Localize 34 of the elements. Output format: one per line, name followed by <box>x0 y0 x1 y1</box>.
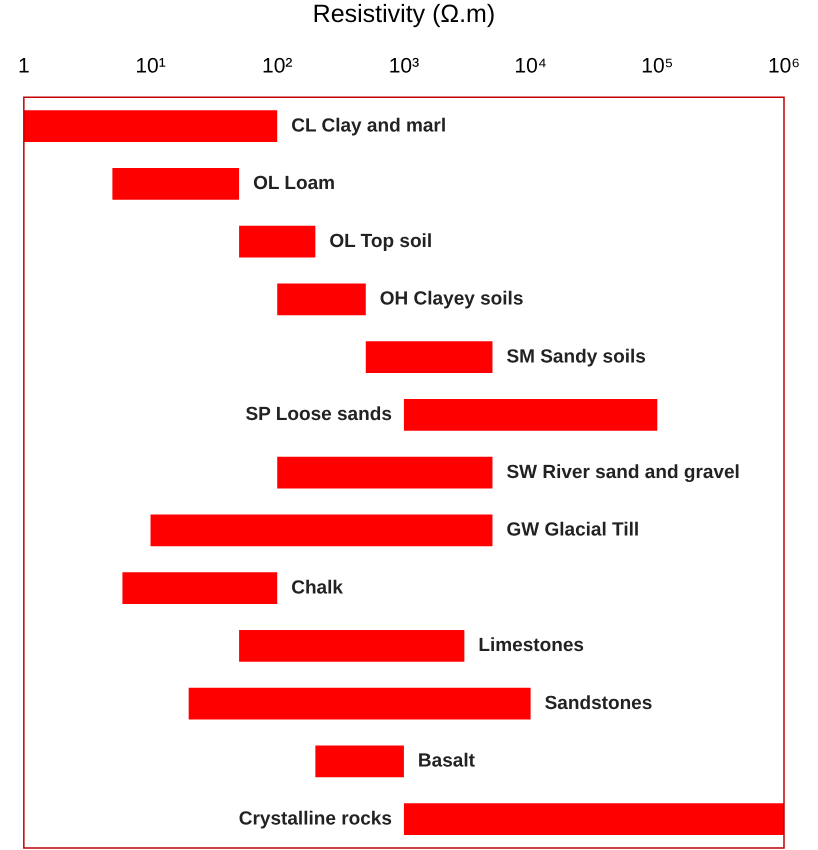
x-tick-label: 10⁶ <box>768 54 800 78</box>
x-tick-label: 10² <box>262 54 292 78</box>
y-tick-label: OL Top soil <box>329 230 432 252</box>
bar <box>24 110 278 142</box>
y-tick-label: Basalt <box>418 750 476 772</box>
y-tick-label: SP Loose sands <box>245 404 392 426</box>
bar <box>366 341 492 373</box>
bar <box>404 803 784 836</box>
y-tick-label: OL Loam <box>253 173 336 194</box>
bar <box>404 398 658 431</box>
y-tick-label: Limestones <box>478 635 584 656</box>
bar <box>277 456 492 488</box>
y-tick-label: OH Clayey soils <box>380 288 524 310</box>
x-tick-label: 1 <box>18 54 30 78</box>
bar <box>315 745 404 778</box>
x-tick-label: 10¹ <box>135 54 166 78</box>
bar <box>150 514 492 546</box>
bar <box>188 688 531 720</box>
bar <box>122 572 278 604</box>
bar <box>239 630 464 662</box>
x-tick-label: 10⁴ <box>514 54 547 78</box>
y-tick-label: Chalk <box>291 577 344 598</box>
bar <box>277 283 366 316</box>
y-tick-label: Crystalline rocks <box>238 808 392 830</box>
y-tick-label: GW Glacial Till <box>506 520 640 541</box>
x-tick-label: 10³ <box>388 54 420 78</box>
y-tick-label: Sandstones <box>544 692 652 714</box>
y-tick-label: CL Clay and marl <box>291 115 446 136</box>
x-axis-title: Resistivity (Ω.m) <box>312 0 496 28</box>
y-tick-label: SM Sandy soils <box>506 346 646 368</box>
y-tick-label: SW River sand and gravel <box>506 462 740 483</box>
bar <box>112 168 240 200</box>
bar <box>239 226 316 258</box>
x-tick-label: 10⁵ <box>641 54 674 78</box>
